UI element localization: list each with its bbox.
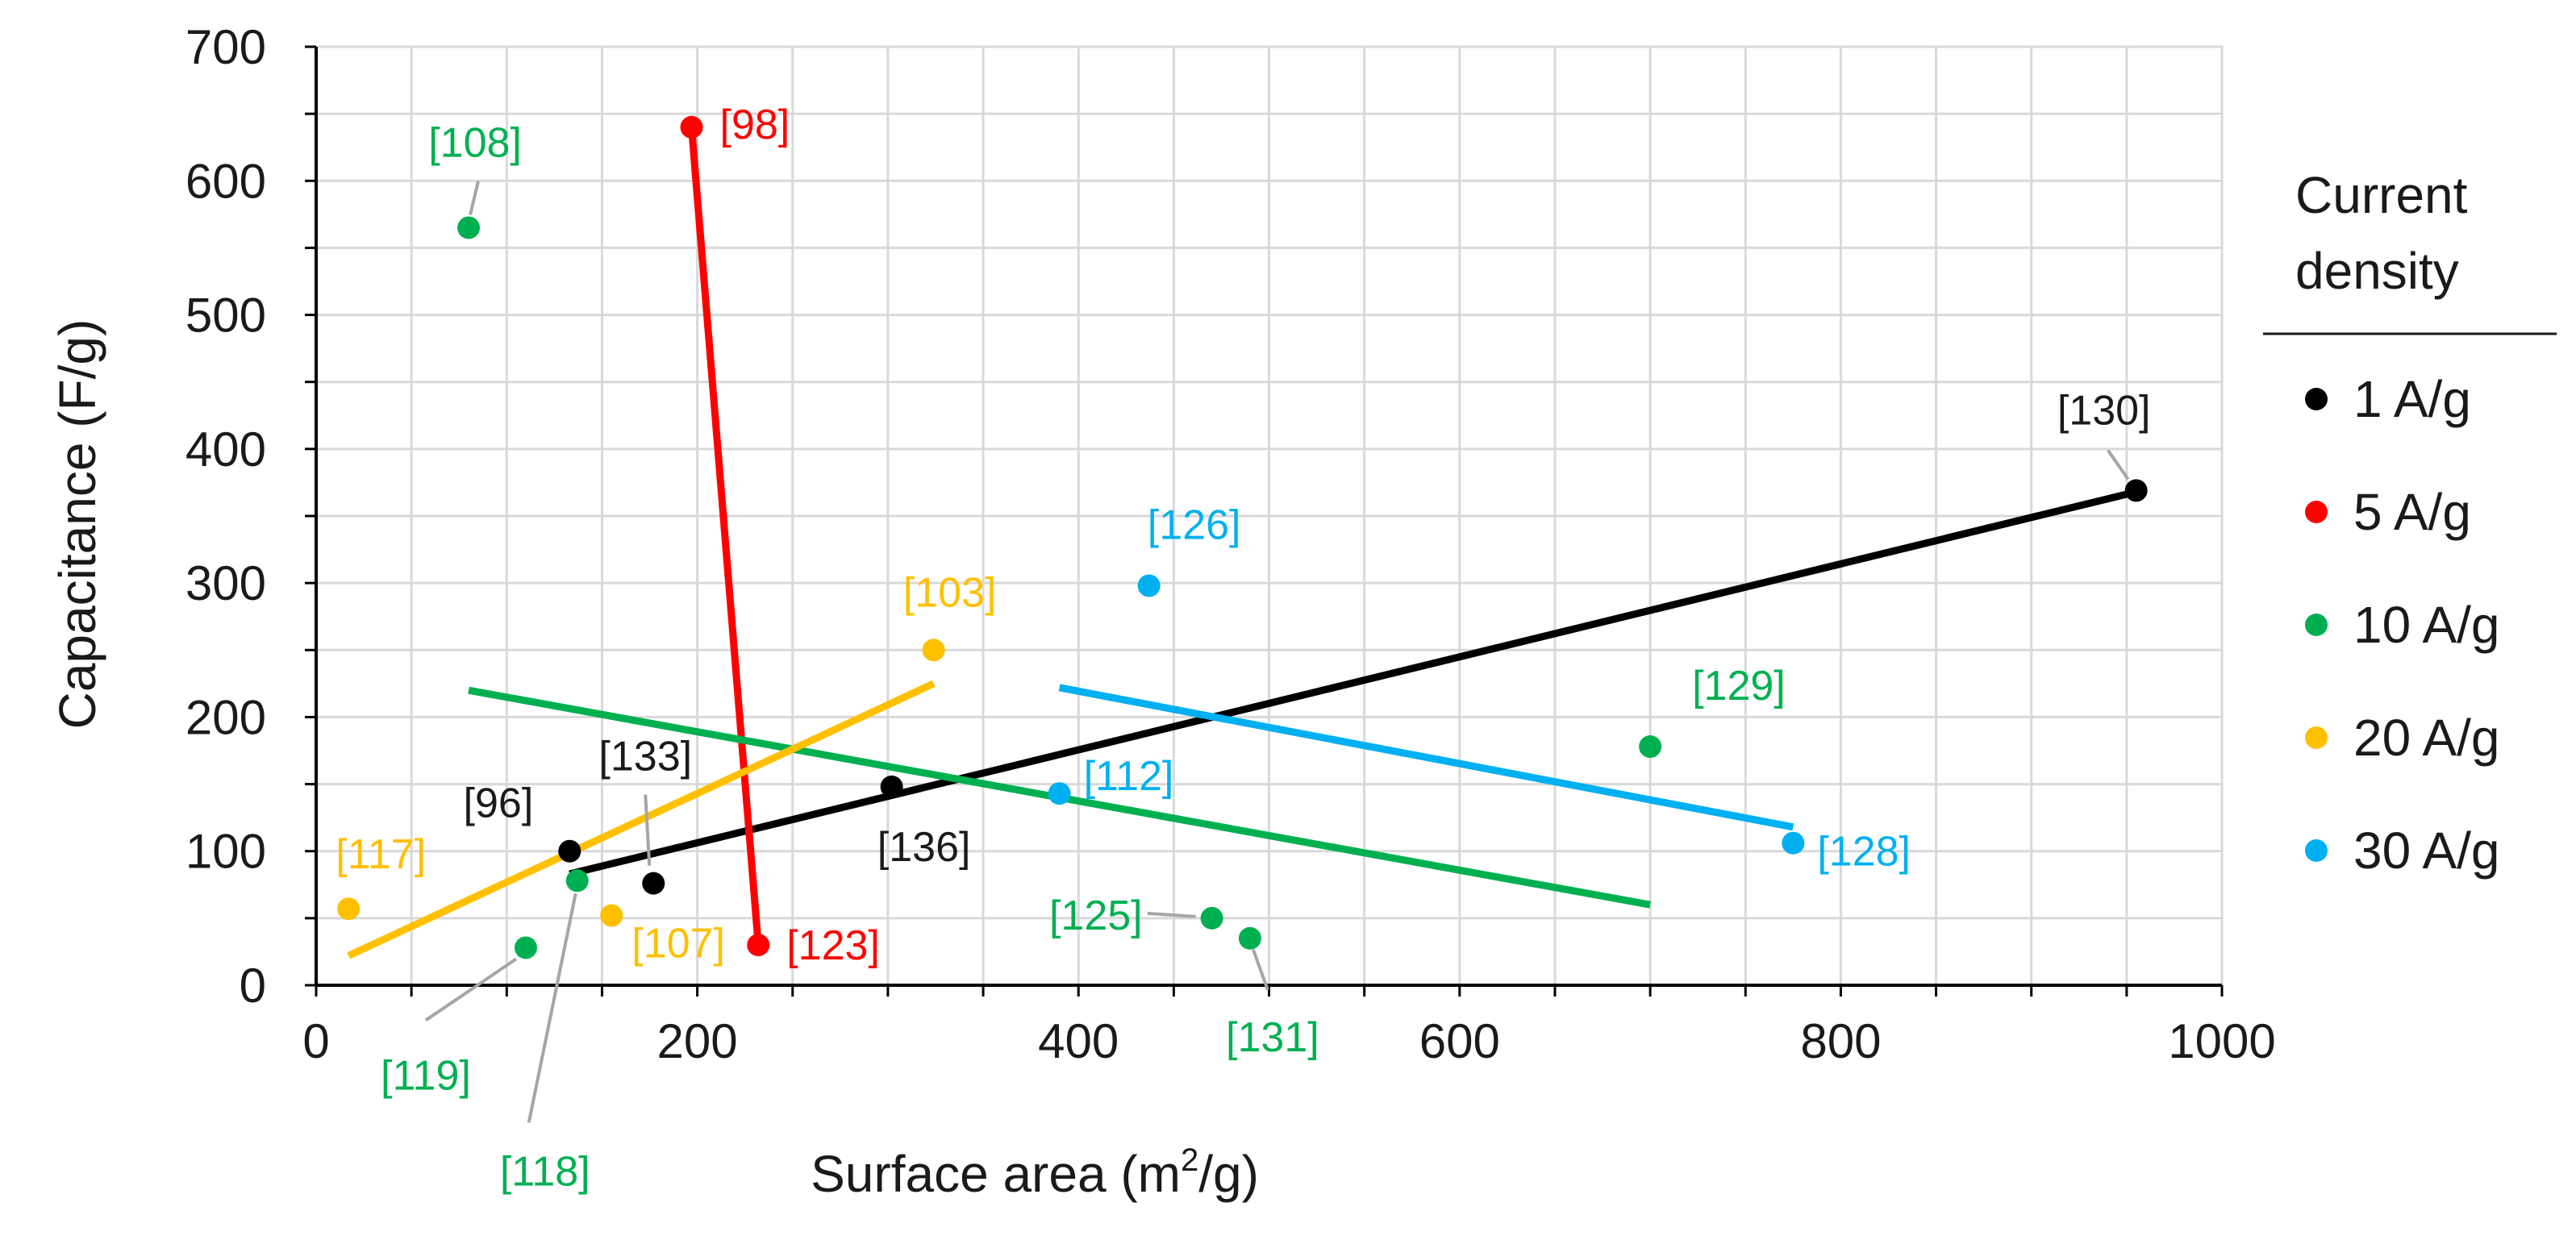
- data-label: [98]: [720, 102, 790, 148]
- legend-label-5-a-g: 5 A/g: [2353, 483, 2471, 541]
- data-label: [108]: [428, 119, 522, 166]
- y-tick-label: 500: [185, 289, 266, 343]
- y-tick-label: 400: [185, 422, 266, 476]
- data-point-10-a-g: [1200, 906, 1223, 930]
- leader-line: [1147, 911, 1196, 918]
- leader-line: [1251, 949, 1269, 991]
- data-point-20-a-g: [922, 639, 945, 662]
- x-axis-title-end: /g): [1198, 1145, 1259, 1203]
- legend-marker-1-a-g: [2305, 388, 2328, 410]
- data-point-1-a-g: [880, 775, 903, 798]
- data-label: [131]: [1226, 1014, 1319, 1061]
- data-point-10-a-g: [1639, 735, 1662, 759]
- data-label: [118]: [500, 1148, 590, 1195]
- data-label: [117]: [336, 831, 426, 878]
- data-point-20-a-g: [600, 904, 623, 927]
- data-label: [128]: [1817, 829, 1911, 876]
- data-point-10-a-g: [565, 869, 589, 893]
- data-point-10-a-g: [457, 216, 481, 239]
- data-labels: [96] [133] [136] [130] [98] [123] [108] [119] [1…: [336, 102, 2150, 1196]
- data-label: [129]: [1692, 663, 1786, 709]
- data-label: [136]: [877, 824, 971, 871]
- y-tick-label: 700: [185, 20, 266, 74]
- x-tick-label: 600: [1419, 1014, 1500, 1068]
- x-tick-label: 200: [657, 1014, 738, 1068]
- data-point-1-a-g: [558, 839, 581, 863]
- leader-line: [424, 957, 518, 1022]
- leader-line: [644, 794, 652, 866]
- data-label: [133]: [598, 734, 692, 780]
- x-tick-label: 800: [1800, 1014, 1881, 1068]
- leader-line: [469, 181, 480, 215]
- data-label: [107]: [631, 921, 725, 967]
- legend: Current density 1 A/g 5 A/g 10 A/g 20 A/g 30…: [2263, 166, 2557, 880]
- data-label: [125]: [1049, 893, 1143, 939]
- data-label: [112]: [1084, 753, 1174, 800]
- y-axis-title: Capacitance (F/g): [48, 319, 106, 730]
- x-axis-title-sup: 2: [1181, 1142, 1198, 1178]
- legend-label-20-a-g: 20 A/g: [2353, 709, 2500, 767]
- data-point-1-a-g: [2124, 479, 2148, 502]
- x-axis-title: Surface area (m2/g): [811, 1142, 1259, 1203]
- data-label: [119]: [381, 1052, 471, 1099]
- legend-marker-5-a-g: [2305, 501, 2328, 523]
- data-label: [130]: [2057, 387, 2151, 434]
- legend-marker-20-a-g: [2305, 726, 2328, 749]
- trendline-5-a-g: [688, 127, 762, 946]
- trendline-1-a-g: [569, 488, 2137, 878]
- data-point-30-a-g: [1782, 831, 1805, 855]
- y-tick-label: 100: [185, 825, 266, 879]
- legend-title-line2: density: [2295, 242, 2459, 300]
- legend-label-1-a-g: 1 A/g: [2353, 370, 2471, 428]
- legend-label-10-a-g: 10 A/g: [2353, 596, 2500, 654]
- x-axis-title-main: Surface area (m: [811, 1145, 1181, 1203]
- legend-label-30-a-g: 30 A/g: [2353, 822, 2500, 880]
- leader-line: [2107, 449, 2130, 481]
- data-label: [126]: [1148, 501, 1241, 548]
- data-point-10-a-g: [514, 936, 537, 959]
- data-point-20-a-g: [337, 897, 361, 921]
- data-label: [103]: [903, 569, 997, 616]
- data-points: [337, 115, 2148, 959]
- data-point-1-a-g: [642, 872, 665, 895]
- grid: [315, 45, 2224, 987]
- legend-title-line1: Current: [2295, 166, 2468, 224]
- axes: 0 200 400 600 800 1000 0 100 200 300 400 500 600 700: [185, 20, 2276, 1068]
- x-tick-label: 1000: [2168, 1014, 2275, 1068]
- x-tick-label: 0: [302, 1014, 329, 1068]
- legend-items: 1 A/g 5 A/g 10 A/g 20 A/g 30 A/g: [2305, 370, 2500, 880]
- leader-lines: [424, 181, 2130, 1123]
- leader-line: [527, 893, 577, 1123]
- y-tick-label: 600: [185, 154, 266, 208]
- data-point-30-a-g: [1048, 782, 1071, 805]
- trend-lines: [347, 127, 2137, 959]
- legend-marker-30-a-g: [2305, 839, 2328, 862]
- trendline-30-a-g: [1058, 684, 1794, 831]
- y-tick-label: 300: [185, 556, 266, 610]
- trendline-20-a-g: [347, 680, 936, 959]
- y-tick-label: 0: [240, 959, 266, 1013]
- data-point-30-a-g: [1137, 574, 1161, 597]
- x-tick-label: 400: [1038, 1014, 1119, 1068]
- data-label: [123]: [786, 922, 880, 969]
- data-label: [96]: [464, 780, 534, 827]
- data-point-5-a-g: [680, 115, 703, 139]
- data-point-10-a-g: [1238, 926, 1261, 950]
- y-tick-label: 200: [185, 690, 266, 744]
- data-point-5-a-g: [747, 934, 770, 957]
- legend-marker-10-a-g: [2305, 614, 2328, 636]
